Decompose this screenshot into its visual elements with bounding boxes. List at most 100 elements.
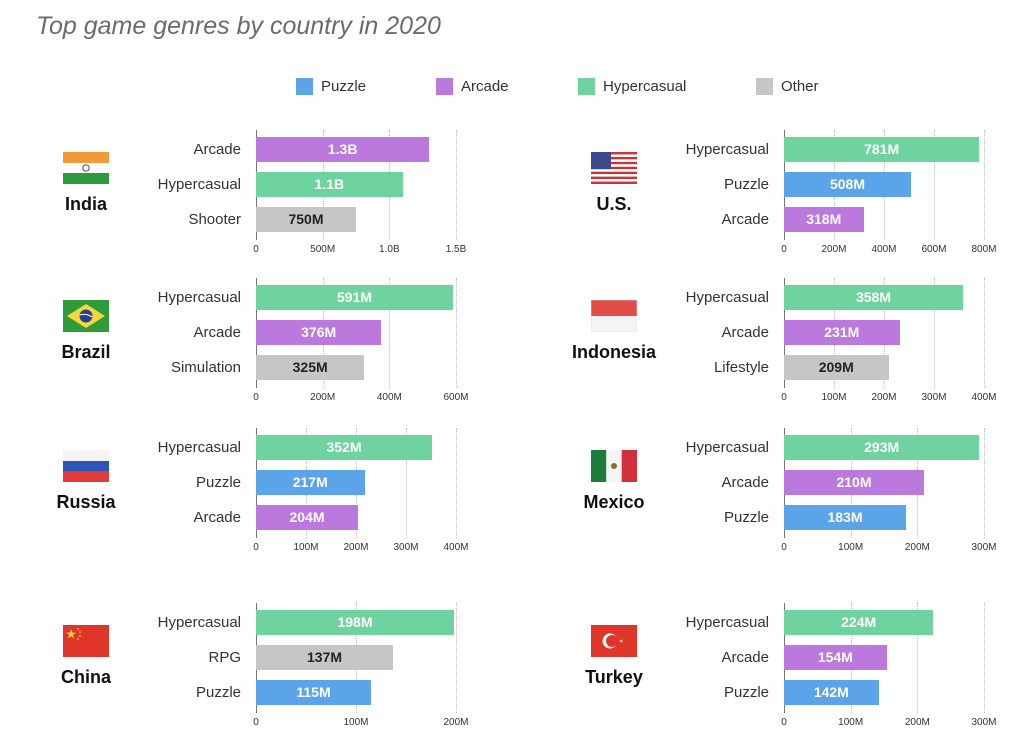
category-label: Hypercasual [685,289,769,306]
bar-arcade: 210M [784,470,924,495]
bar-hypercasual: 224M [784,610,934,635]
gridline [984,130,985,240]
bar-plot: 781M 508M 318M [784,130,985,240]
category-label: Puzzle [723,684,769,701]
x-tick-label: 100M [838,717,864,728]
country-label: U.S. [554,152,674,215]
x-tick-label: 0 [253,392,259,403]
bar-shooter: 750M [256,207,356,232]
x-tick-label: 0 [781,244,787,255]
category-label: Hypercasual [157,439,241,456]
bar-hypercasual: 358M [784,285,963,310]
country-name: Brazil [61,342,111,362]
turkey-flag-icon [554,625,674,657]
x-tick-label: 600M [443,392,469,403]
gridline [456,130,457,240]
mexico-flag-icon [554,450,674,482]
country-panel-us: U.S. Hypercasual Puzzle Arcade 0 200M 400M 600M… [528,130,1024,280]
bar-puzzle: 115M [256,680,371,705]
country-panel-india: India Arcade Hypercasual Shooter 0 500M 1.0B 1.… [0,130,512,280]
gridline [456,603,457,713]
category-label: Arcade [721,324,769,341]
legend-swatch [578,78,595,95]
bar-hypercasual: 293M [784,435,980,460]
bar-puzzle: 183M [784,505,906,530]
bar-hypercasual: 591M [256,285,453,310]
china-flag-icon [26,625,146,657]
gridline [934,278,935,388]
bar-arcade: 376M [256,320,382,345]
legend: Puzzle Arcade Hypercasual Other [0,78,1024,102]
country-panel-russia: Russia Hypercasual Puzzle Arcade 0 100M 200M 30… [0,428,512,578]
category-label: Arcade [193,141,241,158]
gridline [406,428,407,538]
x-tick-label: 400M [871,244,897,255]
category-label: Hypercasual [157,176,241,193]
country-label: Russia [26,450,146,513]
country-name: Russia [56,492,116,512]
bar-arcade: 231M [784,320,900,345]
category-label: Puzzle [723,176,769,193]
bar-plot: 352M 217M 204M [256,428,457,538]
x-tick-label: 300M [971,717,997,728]
x-tick-label: 0 [781,392,787,403]
legend-swatch [756,78,773,95]
legend-item-arcade: Arcade [436,78,509,95]
country-name: China [60,667,111,687]
legend-swatch [296,78,313,95]
category-label: Hypercasual [157,289,241,306]
bar-hypercasual: 198M [256,610,454,635]
x-tick-label: 300M [971,542,997,553]
x-tick-label: 100M [343,717,369,728]
country-label: Mexico [554,450,674,513]
x-tick-label: 400M [971,392,997,403]
x-tick-label: 100M [821,392,847,403]
country-label: Turkey [554,625,674,688]
x-tick-label: 1.0B [379,244,400,255]
x-tick-label: 200M [904,542,930,553]
x-tick-label: 0 [253,717,259,728]
category-label: Arcade [721,649,769,666]
x-tick-label: 300M [393,542,419,553]
category-label: Puzzle [195,684,241,701]
legend-item-other: Other [756,78,819,95]
legend-item-hypercasual: Hypercasual [578,78,686,95]
gridline [389,278,391,388]
country-label: Indonesia [554,300,674,363]
x-tick-label: 100M [293,542,319,553]
bar-plot: 591M 376M 325M [256,278,457,388]
x-tick-label: 400M [443,542,469,553]
legend-item-puzzle: Puzzle [296,78,366,95]
bar-hypercasual: 352M [256,435,432,460]
russia-flag-icon [26,450,146,482]
bar-simulation: 325M [256,355,365,380]
country-panel-turkey: Turkey Hypercasual Arcade Puzzle 0 100M 200M 30… [528,603,1024,753]
x-tick-label: 500M [310,244,336,255]
us-flag-icon [554,152,674,184]
gridline [917,603,919,713]
x-tick-label: 100M [838,542,864,553]
gridline [984,603,985,713]
x-tick-label: 0 [781,542,787,553]
category-label: Shooter [188,211,241,228]
bar-plot: 358M 231M 209M [784,278,985,388]
country-panel-china: China Hypercasual RPG Puzzle 0 100M 200M 198M 13… [0,603,512,753]
x-tick-label: 200M [310,392,336,403]
category-label: Simulation [170,359,241,376]
bar-plot: 293M 210M 183M [784,428,985,538]
legend-label: Puzzle [321,78,367,95]
x-tick-label: 200M [904,717,930,728]
india-flag-icon [26,152,146,184]
bar-puzzle: 217M [256,470,365,495]
x-tick-label: 200M [871,392,897,403]
country-panel-brazil: Brazil Hypercasual Arcade Simulation 0 200M 40… [0,278,512,428]
x-tick-label: 200M [343,542,369,553]
country-label: Brazil [26,300,146,363]
x-tick-label: 200M [443,717,469,728]
country-name: Mexico [583,492,645,512]
category-label: Arcade [193,324,241,341]
category-label: Hypercasual [685,439,769,456]
category-label: Puzzle [723,509,769,526]
category-label: Lifestyle [713,359,769,376]
legend-label: Other [781,78,819,95]
